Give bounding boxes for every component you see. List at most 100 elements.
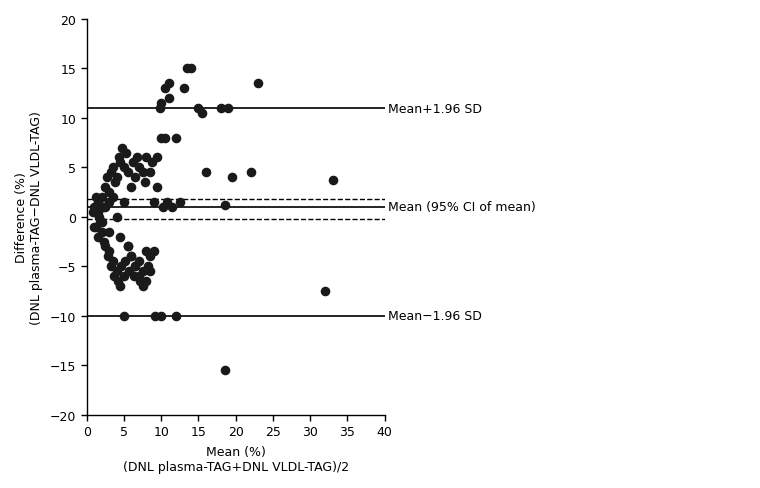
Point <box>88 224 100 231</box>
Point <box>226 174 238 182</box>
Point <box>96 228 108 236</box>
Point <box>114 283 126 290</box>
Point <box>137 169 149 177</box>
Point <box>106 164 119 172</box>
Point <box>159 85 171 93</box>
Point <box>141 154 153 162</box>
Point <box>222 105 234 113</box>
Point <box>133 258 145 265</box>
Point <box>141 263 154 271</box>
Point <box>116 144 128 152</box>
Point <box>144 169 156 177</box>
Point <box>128 273 140 281</box>
Point <box>178 85 190 93</box>
Point <box>102 253 114 261</box>
Text: Mean (95% CI of mean): Mean (95% CI of mean) <box>388 201 536 214</box>
Point <box>163 80 175 88</box>
Point <box>92 208 104 216</box>
Point <box>110 174 122 182</box>
Point <box>100 203 112 211</box>
Point <box>141 248 153 256</box>
Point <box>192 105 204 113</box>
Point <box>101 174 113 182</box>
Point <box>157 203 169 211</box>
Point <box>151 184 163 192</box>
Point <box>108 273 120 281</box>
Point <box>90 194 103 202</box>
Point <box>92 233 104 241</box>
Point <box>87 208 99 216</box>
Point <box>103 199 116 206</box>
Point <box>327 177 339 185</box>
Point <box>147 199 160 206</box>
Point <box>104 263 116 271</box>
Point <box>96 219 108 226</box>
Point <box>196 110 208 118</box>
Point <box>119 258 131 265</box>
Point <box>115 263 127 271</box>
Y-axis label: Difference (%)
(DNL plasma-TAG−DNL VLDL-TAG): Difference (%) (DNL plasma-TAG−DNL VLDL-… <box>15 111 43 324</box>
Point <box>319 287 331 295</box>
Point <box>122 169 134 177</box>
Point <box>103 228 116 236</box>
Point <box>118 312 130 320</box>
Point <box>174 199 186 206</box>
Point <box>133 164 145 172</box>
Point <box>103 248 116 256</box>
Point <box>155 135 167 142</box>
Point <box>114 159 126 167</box>
Point <box>94 219 106 226</box>
Point <box>145 159 157 167</box>
Point <box>185 65 197 73</box>
Point <box>144 253 156 261</box>
Point <box>170 312 182 320</box>
Point <box>100 184 112 192</box>
Point <box>155 100 167 108</box>
Point <box>122 243 134 251</box>
Point <box>93 213 106 221</box>
Text: Mean+1.96 SD: Mean+1.96 SD <box>388 102 483 115</box>
Point <box>137 283 149 290</box>
Point <box>125 253 138 261</box>
Text: Mean−1.96 SD: Mean−1.96 SD <box>388 309 483 323</box>
Point <box>96 194 108 202</box>
Point <box>166 203 179 211</box>
Point <box>125 184 138 192</box>
Point <box>127 159 139 167</box>
Point <box>129 174 141 182</box>
Point <box>147 248 160 256</box>
Point <box>135 278 147 285</box>
Point <box>112 154 125 162</box>
Point <box>154 105 166 113</box>
Point <box>112 278 124 285</box>
Point <box>92 199 104 206</box>
Point <box>118 199 130 206</box>
X-axis label: Mean (%)
(DNL plasma-TAG+DNL VLDL-TAG)/2: Mean (%) (DNL plasma-TAG+DNL VLDL-TAG)/2 <box>122 445 349 473</box>
Point <box>88 203 100 211</box>
Point <box>106 194 119 202</box>
Point <box>118 164 130 172</box>
Point <box>141 278 153 285</box>
Point <box>155 312 167 320</box>
Point <box>118 273 130 281</box>
Point <box>163 95 175 103</box>
Point <box>139 179 151 187</box>
Point <box>149 312 161 320</box>
Point <box>151 154 163 162</box>
Point <box>110 213 122 221</box>
Point <box>97 203 109 211</box>
Point <box>129 263 141 271</box>
Point <box>161 199 173 206</box>
Point <box>245 169 257 177</box>
Point <box>106 258 119 265</box>
Point <box>218 366 230 374</box>
Point <box>170 135 182 142</box>
Point <box>123 268 135 276</box>
Point <box>159 135 171 142</box>
Point <box>122 243 134 251</box>
Point <box>105 169 117 177</box>
Point <box>137 268 149 276</box>
Point <box>215 105 227 113</box>
Point <box>114 233 126 241</box>
Point <box>252 80 264 88</box>
